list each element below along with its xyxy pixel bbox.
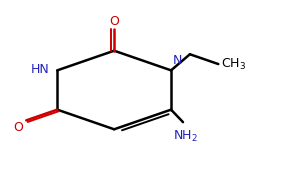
Text: O: O — [14, 121, 23, 134]
Text: N: N — [172, 54, 182, 67]
Text: CH$_3$: CH$_3$ — [221, 57, 247, 72]
Text: O: O — [109, 15, 119, 28]
Text: HN: HN — [31, 63, 50, 76]
Text: NH$_2$: NH$_2$ — [173, 129, 199, 144]
